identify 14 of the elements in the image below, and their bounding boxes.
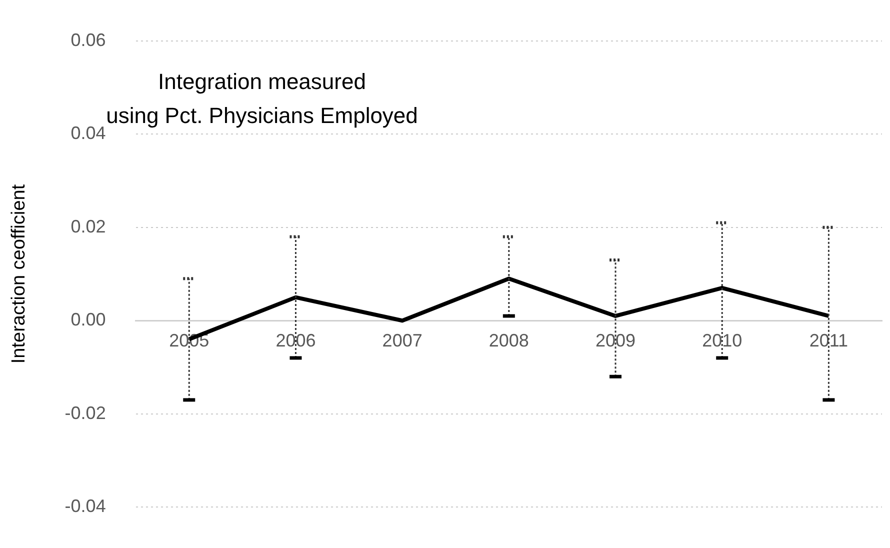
- y-tick-label: -0.02: [64, 402, 106, 423]
- x-tick-label: 2011: [809, 330, 848, 350]
- y-tick-label: 0.02: [70, 216, 106, 236]
- x-tick-label: 2009: [595, 330, 636, 350]
- y-tick-label: 0.00: [70, 310, 106, 330]
- x-tick-label: 2006: [276, 330, 316, 350]
- x-tick-label: 2010: [702, 330, 742, 350]
- x-tick-label: 2008: [488, 330, 529, 350]
- y-tick-label: -0.04: [64, 496, 106, 516]
- y-tick-label: 0.06: [70, 30, 106, 50]
- x-tick-label: 2007: [382, 330, 422, 350]
- y-axis-title: Interaction ceofficient: [8, 184, 30, 364]
- text: Integration measured using Pct. Physicians Employed: [106, 69, 418, 128]
- y-tick-label: 0.04: [70, 123, 106, 144]
